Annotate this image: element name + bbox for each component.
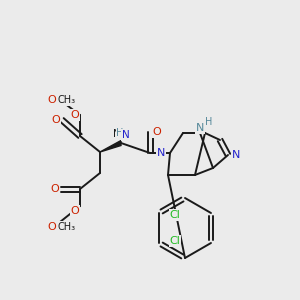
Text: N: N [157,148,165,158]
Text: CH₃: CH₃ [58,95,76,105]
Text: H: H [205,117,213,127]
Polygon shape [100,140,121,152]
Text: O: O [51,184,59,194]
Text: NH: NH [113,129,129,139]
Text: O: O [48,95,56,105]
Text: N: N [232,150,240,160]
Text: Cl: Cl [169,210,181,220]
Text: Cl: Cl [169,236,181,246]
Text: O: O [70,206,80,216]
Text: O: O [153,127,161,137]
Text: CH₃: CH₃ [58,222,76,232]
Text: O: O [70,110,80,120]
Text: N: N [196,123,204,133]
Text: H: H [116,128,124,138]
Text: O: O [52,115,60,125]
Text: O: O [48,222,56,232]
Text: N: N [122,130,130,140]
